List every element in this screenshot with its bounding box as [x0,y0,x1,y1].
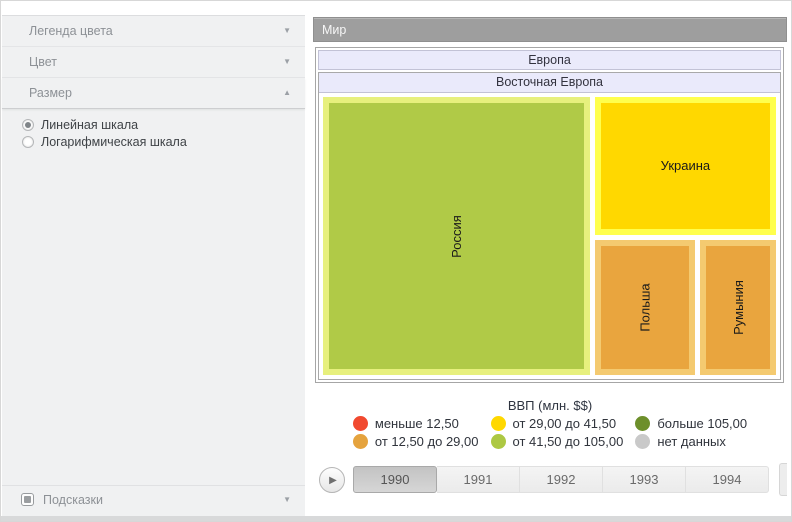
legend-dot-light-green-icon [490,434,506,449]
year-segment-1991[interactable]: 1991 [437,466,520,493]
legend-dot-dark-green-icon [635,416,651,431]
treemap-group-eastern-europe-box: Восточная Европа Россия Украина Польша Р… [318,72,781,380]
treemap-root-title: Мир [322,22,347,37]
treemap-cell-russia[interactable]: Россия [323,97,590,375]
legend-item-label: от 12,50 до 29,00 [374,434,479,449]
legend-item: от 29,00 до 41,50 [490,416,624,431]
year-segment-1994[interactable]: 1994 [686,466,769,493]
chevron-down-icon: ▼ [283,494,291,504]
radio-log-scale[interactable]: Логарифмическая шкала [22,134,305,150]
treemap-cell-romania[interactable]: Румыния [699,239,776,375]
legend-item-label: меньше 12,50 [374,416,459,431]
section-tooltips-label: Подсказки [43,492,103,507]
legend-item-label: нет данных [657,434,726,449]
legend-title: ВВП (млн. $$) [507,398,593,413]
legend-dot-red-icon [352,416,368,431]
color-legend: меньше 12,50 от 29,00 до 41,50 больше 10… [313,416,787,449]
treemap: Европа Восточная Европа Россия Украина П… [315,47,784,383]
legend-item-label: больше 105,00 [657,416,748,431]
section-size-label: Размер [29,86,72,100]
legend-dot-orange-icon [352,434,368,449]
year-segment-next-partial[interactable] [779,463,787,496]
cell-russia-label: Россия [448,214,464,258]
settings-sidebar: Легенда цвета ▼ Цвет ▼ Размер ▲ Линейная… [2,15,305,518]
legend-item: от 41,50 до 105,00 [490,434,624,449]
legend-item: нет данных [635,434,747,449]
radio-linear-scale[interactable]: Линейная шкала [22,117,305,133]
legend-item: больше 105,00 [635,416,747,431]
treemap-root-header[interactable]: Мир [313,17,787,42]
legend-dot-gray-icon [635,434,651,449]
treemap-cell-poland[interactable]: Польша [594,239,695,375]
year-segment-1992[interactable]: 1992 [520,466,603,493]
radio-selected-icon[interactable] [22,119,34,131]
legend-item-label: от 29,00 до 41,50 [512,416,617,431]
treemap-right-column: Украина Польша Румыния [594,97,776,375]
treemap-group-europe[interactable]: Европа [318,50,781,70]
section-color-legend[interactable]: Легенда цвета ▼ [2,16,305,47]
treemap-group-eastern-europe[interactable]: Восточная Европа [319,73,780,93]
cell-ukraine-label: Украина [660,158,711,174]
chevron-down-icon: ▼ [283,26,291,35]
section-tooltips[interactable]: Подсказки ▼ [2,485,305,513]
section-color[interactable]: Цвет ▼ [2,47,305,78]
chevron-down-icon: ▼ [283,57,291,66]
chevron-up-icon: ▲ [283,88,291,97]
window-bottom-edge [1,516,791,521]
legend-item: меньше 12,50 [352,416,479,431]
tooltips-checkbox[interactable] [21,493,34,506]
legend-dot-yellow-icon [490,416,506,431]
section-size[interactable]: Размер ▲ [2,78,305,109]
legend-item: от 12,50 до 29,00 [352,434,479,449]
year-segment-1993[interactable]: 1993 [603,466,686,493]
treemap-cell-ukraine[interactable]: Украина [594,97,776,235]
radio-log-scale-label: Логарифмическая шкала [41,135,187,149]
radio-unselected-icon[interactable] [22,136,34,148]
play-icon: ▶ [329,474,337,486]
year-timeline: 1990 1991 1992 1993 1994 [353,466,769,493]
radio-linear-scale-label: Линейная шкала [41,118,139,132]
scale-radio-group: Линейная шкала Логарифмическая шкала [2,109,305,150]
year-segment-1990[interactable]: 1990 [353,466,437,493]
treemap-cells: Россия Украина Польша Румыния [319,93,780,379]
section-color-legend-label: Легенда цвета [29,24,113,38]
legend-item-label: от 41,50 до 105,00 [512,434,624,449]
section-color-label: Цвет [29,55,58,69]
treemap-bottom-row: Польша Румыния [594,239,776,375]
play-button[interactable]: ▶ [319,467,345,493]
cell-poland-label: Польша [637,283,653,332]
cell-romania-label: Румыния [730,280,746,335]
